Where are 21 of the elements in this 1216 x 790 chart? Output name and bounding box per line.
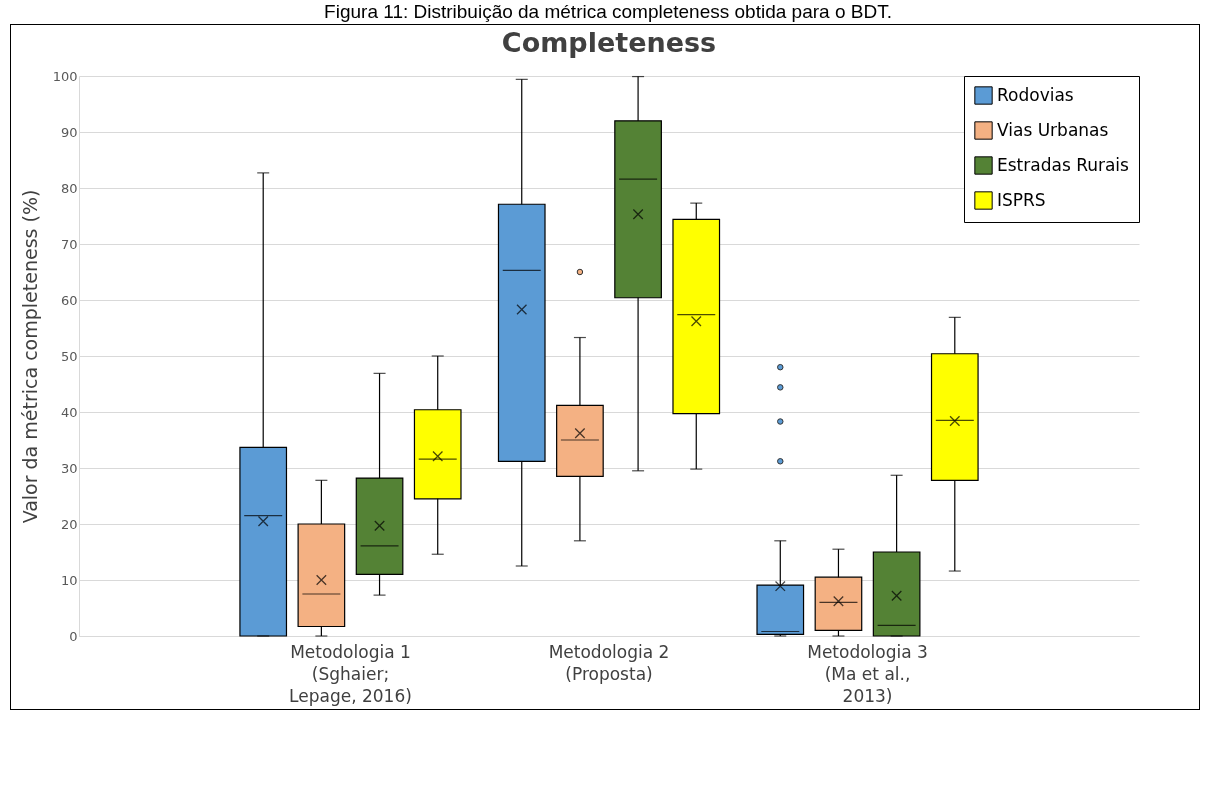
legend-label: Rodovias — [997, 84, 1074, 105]
y-tick-label: 100 — [52, 68, 78, 84]
y-tick-label: 10 — [60, 572, 78, 588]
y-tick-label: 80 — [60, 180, 78, 196]
y-tick-label: 90 — [60, 124, 78, 140]
x-tick-label: Metodologia 3 (Ma et al., 2013) — [807, 641, 928, 706]
y-tick-label: 20 — [60, 516, 78, 532]
legend-label: Estradas Rurais — [997, 154, 1130, 175]
y-tick-label: 50 — [60, 348, 78, 364]
x-tick-label: Metodologia 2 (Proposta) — [548, 641, 670, 684]
text: Figura 11: Distribuição da métrica completeness obtida para o BDT. — [323, 0, 893, 24]
y-tick-label: 30 — [60, 460, 78, 476]
y-axis-title: Valor da métrica completeness (%) — [18, 189, 41, 524]
chart-title: Completeness — [501, 27, 717, 58]
legend-label: Vias Urbanas — [997, 119, 1109, 140]
y-tick-label: 40 — [60, 404, 78, 420]
x-tick-label: Metodologia 1 (Sghaier; Lepage, 2016) — [289, 641, 412, 706]
y-tick-label: 0 — [69, 628, 78, 644]
y-tick-label: 70 — [60, 236, 78, 252]
y-tick-label: 60 — [60, 292, 78, 308]
legend-label: ISPRS — [997, 189, 1046, 210]
